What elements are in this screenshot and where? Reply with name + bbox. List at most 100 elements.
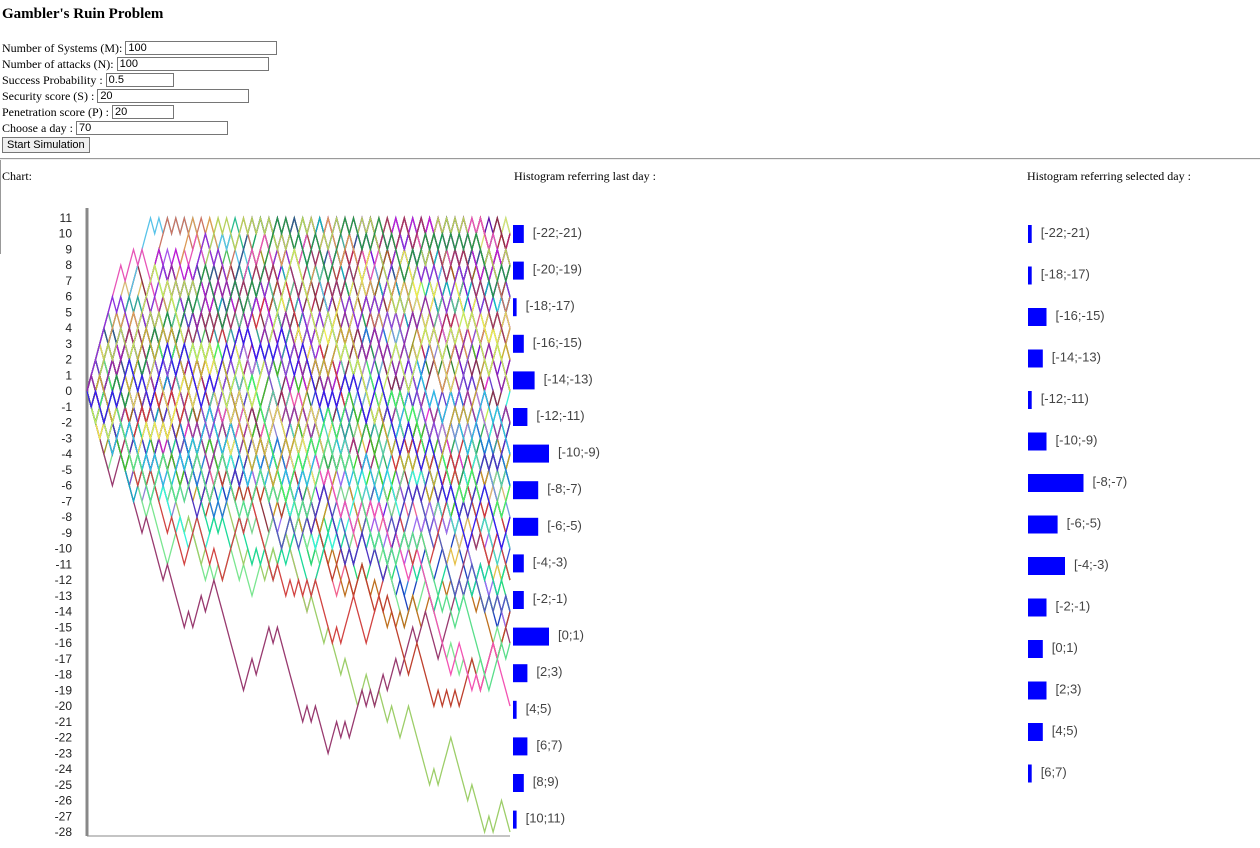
histogram-bin-label: [-16;-15) [533,335,582,350]
histogram-bar [1028,515,1058,534]
y-tick-label: -25 [55,778,73,792]
walk-series-line [86,215,511,394]
y-tick-label: 9 [65,242,72,256]
security-label: Security score (S) : [2,89,95,103]
walk-series-line [86,357,511,693]
walk-series-line [86,309,511,457]
y-tick-label: -12 [55,573,73,587]
walk-series-line [86,341,511,520]
walk-series-line [86,215,511,392]
histogram-bin-label: [-18;-17) [1041,267,1090,282]
y-tick-label: -20 [55,699,73,713]
walk-series-line [86,262,511,536]
histogram-bar [513,444,549,463]
y-tick-label: 2 [65,353,72,367]
walk-series-line [86,325,511,552]
walk-series-line [86,247,511,441]
page-title: Gambler's Ruin Problem [2,6,164,22]
day-row: Choose a day : [2,120,277,136]
histogram-bin-label: [-6;-5) [547,518,582,533]
walk-series-line [86,388,511,646]
systems-row: Number of Systems (M): [2,40,278,56]
y-tick-label: -10 [55,542,73,556]
start-simulation-button[interactable]: Start Simulation [2,137,90,153]
y-tick-label: 3 [65,337,72,351]
histogram-bar [1028,598,1047,617]
walk-series-line [86,215,511,392]
y-tick-label: -13 [55,589,73,603]
histogram-bin-label: [6;7) [1041,765,1067,780]
probability-label: Success Probability : [2,73,103,87]
histogram-bin-label: [-2;-1) [533,591,568,606]
histogram-bar [513,737,528,756]
histogram-bar [1028,225,1032,243]
walk-series-line [86,215,511,394]
chart-label: Chart: [2,169,32,183]
divider [0,158,1260,160]
histogram-bar [513,334,524,353]
histogram-bar [1028,308,1047,326]
day-input[interactable] [76,121,228,135]
walk-series-line [86,215,511,394]
histogram-selected-day: [-22;-21) [-18;-17) [-16;-15) [-14;-13) [-12… [1028,225,1127,783]
walk-series-line [86,325,511,473]
histogram-bar [513,774,524,792]
penetration-row: Penetration score (P) : [2,104,277,120]
walk-series-line [86,372,511,835]
y-tick-label: -14 [55,605,73,619]
penetration-input[interactable] [111,105,174,119]
histogram-bin-label: [-6;-5) [1067,516,1102,531]
histogram-bin-label: [10;11) [526,811,566,826]
start-row: Start Simulation [2,136,277,153]
security-row: Security score (S) : [2,88,277,104]
histogram-bar [513,627,549,646]
y-tick-label: -3 [61,431,72,445]
histogram-bin-label: [8;9) [533,774,559,789]
walk-series-line [86,391,511,756]
histogram-bar [1028,266,1032,285]
histogram-bin-label: [6;7) [536,737,562,752]
y-tick-label: -27 [55,809,73,823]
histogram-bin-label: [-10;-9) [558,445,600,460]
histogram-bin-label: [2;3) [1056,682,1082,697]
histogram-bin-label: [-4;-3) [1074,557,1109,572]
histogram-bin-label: [-8;-7) [547,481,582,496]
walk-series-line [86,246,511,520]
y-tick-label: 1 [65,368,72,382]
walk-series-line [86,262,511,504]
histogram-bin-label: [4;5) [1052,723,1078,738]
histogram-bin-label: [-18;-17) [526,298,575,313]
walk-series-line [86,215,511,457]
left-border [0,160,1,254]
hist-selected-label: Histogram referring selected day : [1027,169,1191,183]
histogram-bin-label: [-22;-21) [533,225,582,240]
y-tick-label: -16 [55,636,73,650]
y-tick-label: -17 [55,652,73,666]
histogram-bar [1028,432,1047,451]
histogram-bar [513,517,539,536]
walk-series-line [86,278,511,457]
walk-series-line [86,215,511,489]
histogram-bar [513,554,524,573]
y-tick-label: -4 [61,447,72,461]
histogram-bin-label: [2;3) [536,664,562,679]
attacks-input[interactable] [116,57,269,71]
y-tick-label: -8 [61,510,72,524]
y-tick-label: -23 [55,746,73,760]
systems-input[interactable] [125,41,278,55]
walk-series-line [86,215,511,426]
histogram-bar [513,298,517,317]
histogram-bin-label: [-14;-13) [544,371,593,386]
y-tick-label: 10 [59,227,73,241]
probability-input[interactable] [105,73,174,87]
walk-series-line [86,215,511,489]
security-input[interactable] [97,89,250,103]
attacks-row: Number of attacks (N): [2,56,277,72]
walk-series-line [86,215,511,457]
walk-series-line [86,215,511,394]
y-tick-label: 7 [65,274,72,288]
y-tick-label: -19 [55,683,73,697]
histogram-bar [1028,764,1032,783]
walk-series-line [86,341,511,489]
y-tick-label: -9 [61,526,72,540]
